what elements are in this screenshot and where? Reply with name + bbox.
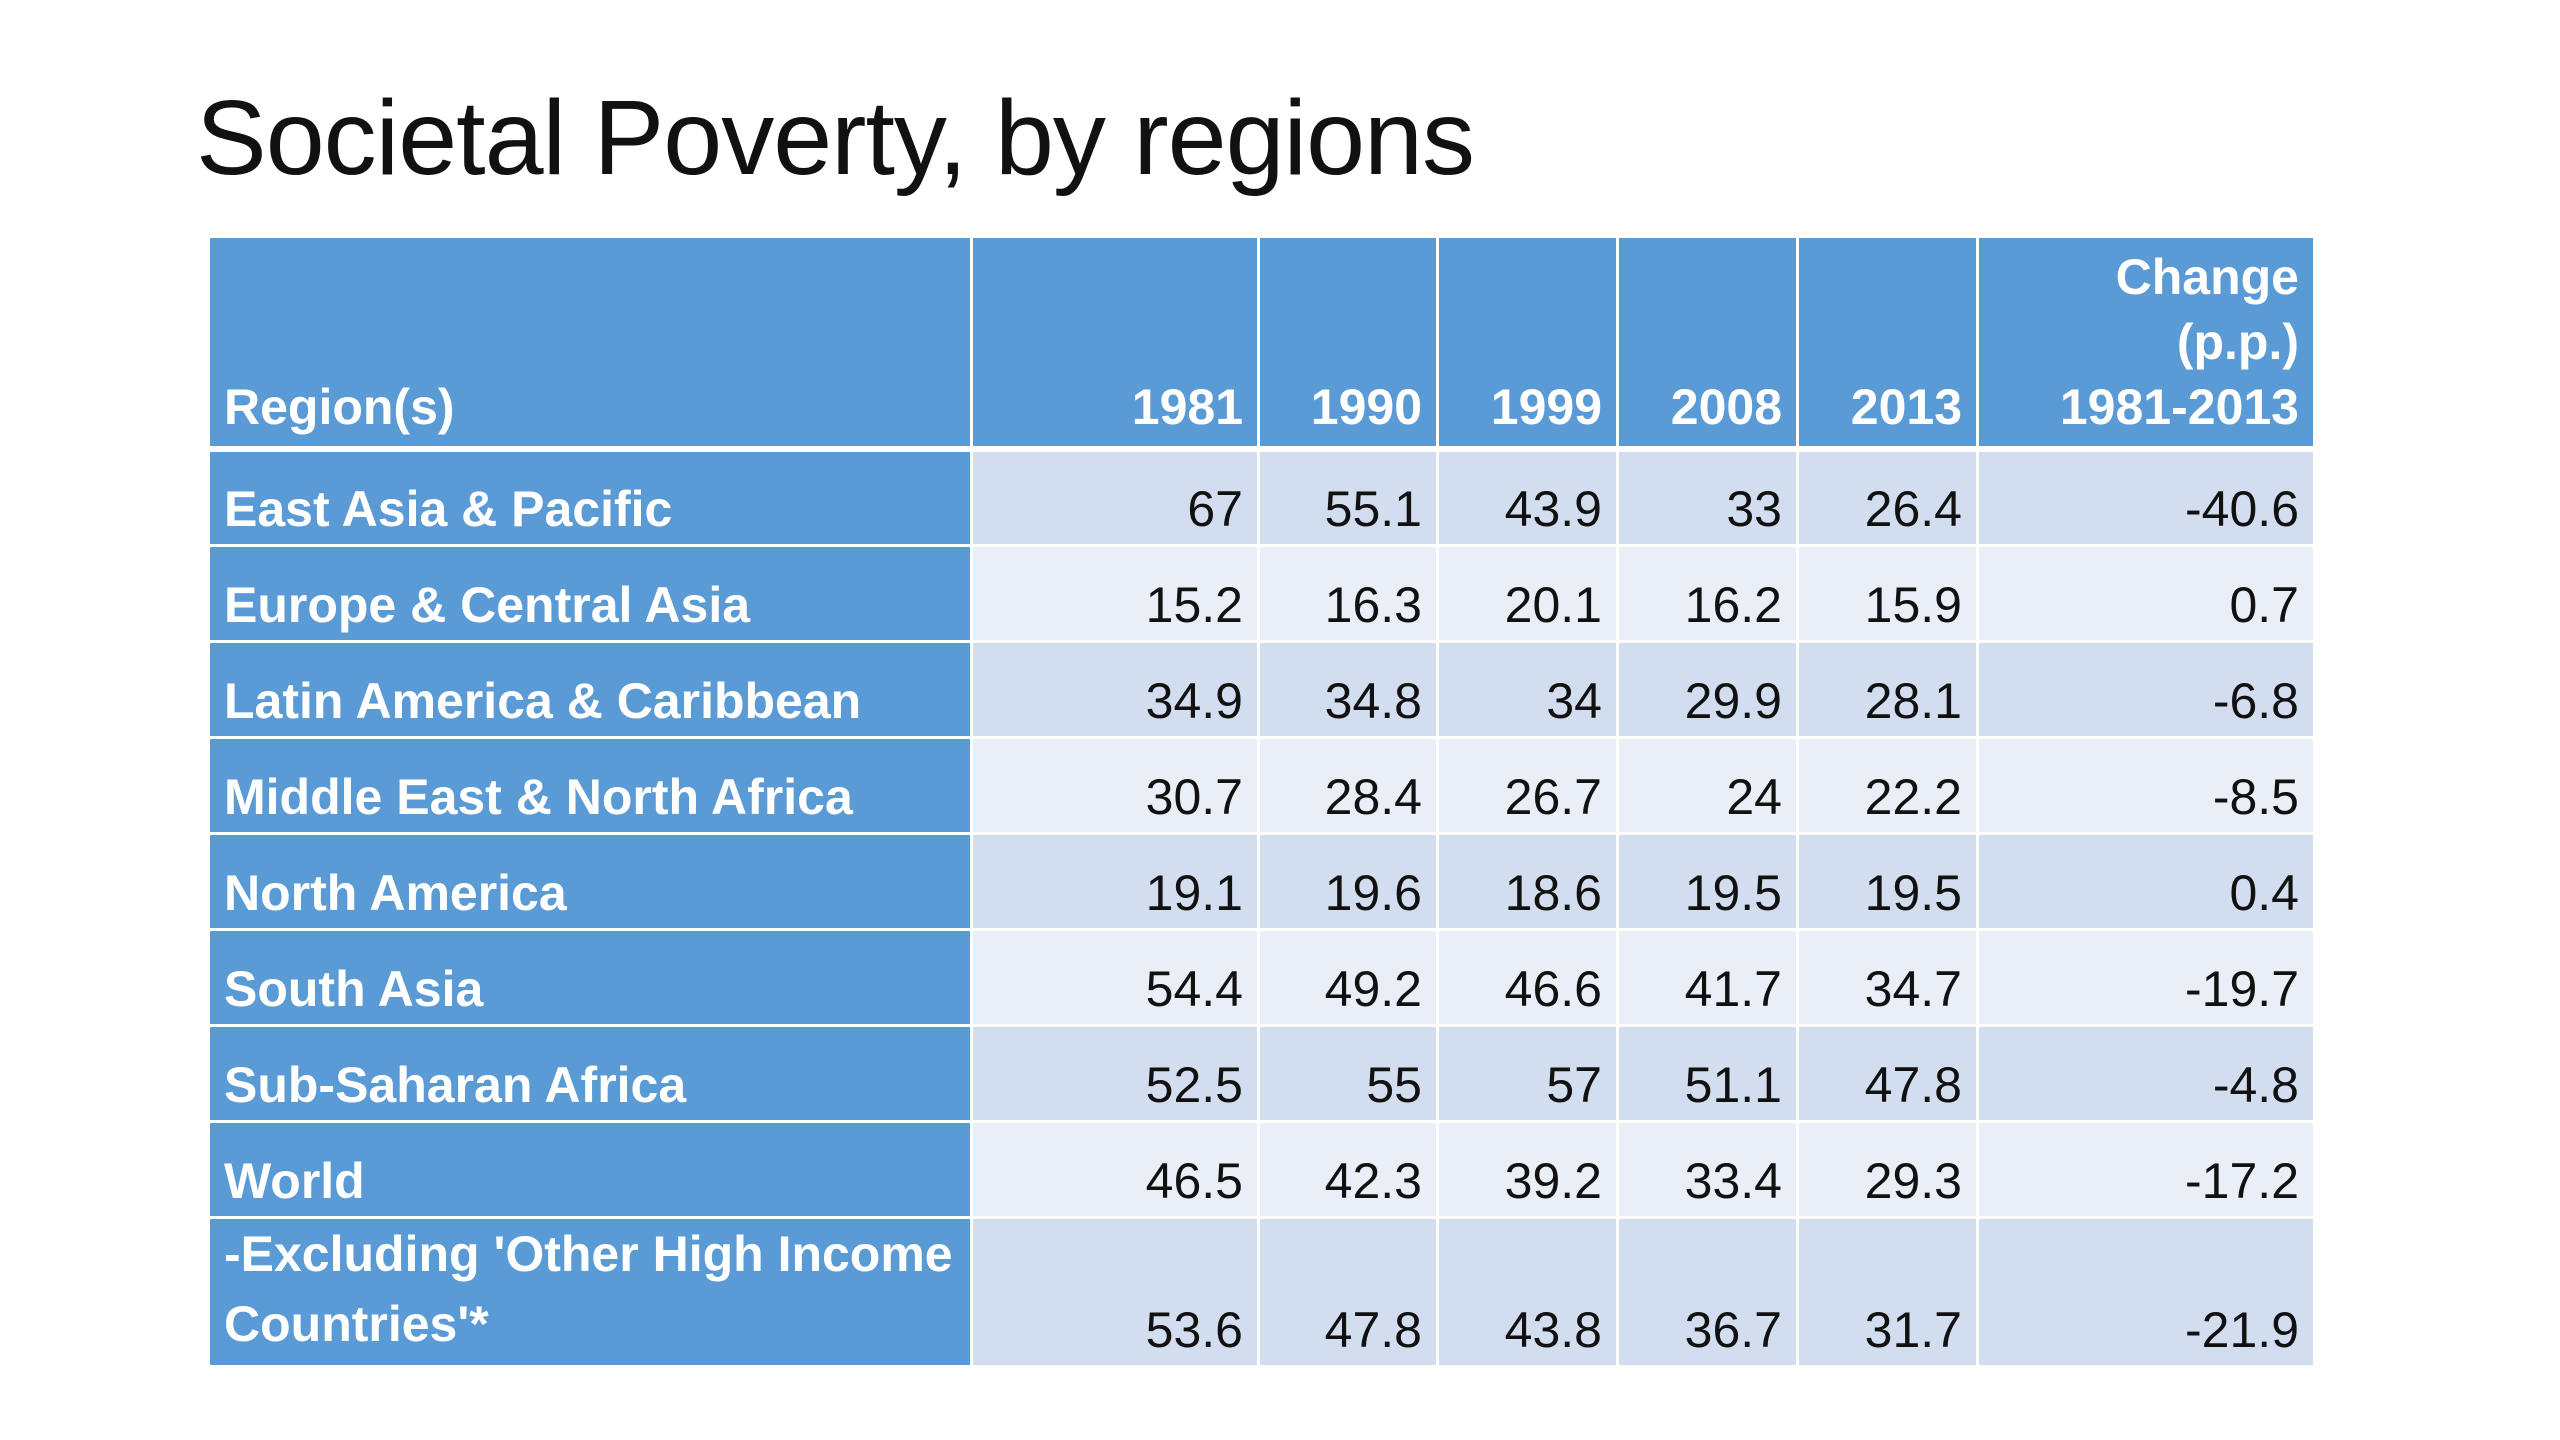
poverty-table: Region(s) 1981 1990 1999 2008 2013 Chang… [207,235,2316,1368]
value-cell: 20.1 [1436,543,1619,643]
region-cell: Europe & Central Asia [207,543,973,643]
value-cell: -4.8 [1976,1023,2316,1123]
value-cell: 19.5 [1796,831,1979,931]
value-cell: 26.7 [1436,735,1619,835]
value-cell: 28.4 [1257,735,1439,835]
value-cell: -17.2 [1976,1119,2316,1219]
value-cell: -19.7 [1976,927,2316,1027]
value-cell: 18.6 [1436,831,1619,931]
header-region: Region(s) [207,235,973,451]
table-row: -Excluding 'Other High Income Countries'… [207,1215,2316,1368]
region-cell: Latin America & Caribbean [207,639,973,739]
value-cell: 22.2 [1796,735,1979,835]
value-cell: 16.2 [1616,543,1799,643]
value-cell: 42.3 [1257,1119,1439,1219]
value-cell: 67 [970,447,1260,547]
value-cell: 16.3 [1257,543,1439,643]
value-cell: 15.2 [970,543,1260,643]
header-change: Change (p.p.) 1981-2013 [1976,235,2316,451]
value-cell: 24 [1616,735,1799,835]
table-row: South Asia 54.4 49.2 46.6 41.7 34.7 -19.7 [207,927,2316,1027]
slide-title: Societal Poverty, by regions [196,79,1475,197]
value-cell: 19.1 [970,831,1260,931]
value-cell: 52.5 [970,1023,1260,1123]
value-cell: -6.8 [1976,639,2316,739]
value-cell: 28.1 [1796,639,1979,739]
header-change-line: (p.p.) [2176,314,2299,370]
value-cell: 46.5 [970,1119,1260,1219]
value-cell: 19.5 [1616,831,1799,931]
value-cell: -40.6 [1976,447,2316,547]
table-row: Middle East & North Africa 30.7 28.4 26.7 24… [207,735,2316,835]
value-cell: 57 [1436,1023,1619,1123]
region-cell: North America [207,831,973,931]
header-change-line: 1981-2013 [2059,379,2299,435]
value-cell: 55 [1257,1023,1439,1123]
table-row: Europe & Central Asia 15.2 16.3 20.1 16.2 15.… [207,543,2316,643]
value-cell: 30.7 [970,735,1260,835]
value-cell: 36.7 [1616,1215,1799,1368]
region-cell: -Excluding 'Other High Income Countries'… [207,1215,973,1368]
value-cell: 43.8 [1436,1215,1619,1368]
region-cell: East Asia & Pacific [207,447,973,547]
header-row: Region(s) 1981 1990 1999 2008 2013 Chang… [207,235,2316,451]
value-cell: 19.6 [1257,831,1439,931]
value-cell: 34 [1436,639,1619,739]
value-cell: 39.2 [1436,1119,1619,1219]
value-cell: 55.1 [1257,447,1439,547]
value-cell: 43.9 [1436,447,1619,547]
value-cell: 31.7 [1796,1215,1979,1368]
header-2008: 2008 [1616,235,1799,451]
value-cell: 47.8 [1796,1023,1979,1123]
value-cell: 15.9 [1796,543,1979,643]
value-cell: -21.9 [1976,1215,2316,1368]
header-1999: 1999 [1436,235,1619,451]
header-1981: 1981 [970,235,1260,451]
table-row: North America 19.1 19.6 18.6 19.5 19.5 0.4 [207,831,2316,931]
region-cell: Middle East & North Africa [207,735,973,835]
header-2013: 2013 [1796,235,1979,451]
value-cell: 34.7 [1796,927,1979,1027]
value-cell: 46.6 [1436,927,1619,1027]
value-cell: 29.9 [1616,639,1799,739]
table-row: East Asia & Pacific 67 55.1 43.9 33 26.4 -40.6 [207,447,2316,547]
value-cell: 26.4 [1796,447,1979,547]
table-row: Sub-Saharan Africa 52.5 55 57 51.1 47.8 -4.8 [207,1023,2316,1123]
value-cell: 54.4 [970,927,1260,1027]
region-cell: World [207,1119,973,1219]
value-cell: 34.9 [970,639,1260,739]
value-cell: -8.5 [1976,735,2316,835]
value-cell: 0.4 [1976,831,2316,931]
value-cell: 53.6 [970,1215,1260,1368]
region-cell: Sub-Saharan Africa [207,1023,973,1123]
value-cell: 47.8 [1257,1215,1439,1368]
region-cell: South Asia [207,927,973,1027]
value-cell: 33.4 [1616,1119,1799,1219]
value-cell: 34.8 [1257,639,1439,739]
header-1990: 1990 [1257,235,1439,451]
value-cell: 0.7 [1976,543,2316,643]
value-cell: 41.7 [1616,927,1799,1027]
value-cell: 33 [1616,447,1799,547]
table-row: World 46.5 42.3 39.2 33.4 29.3 -17.2 [207,1119,2316,1219]
value-cell: 29.3 [1796,1119,1979,1219]
value-cell: 51.1 [1616,1023,1799,1123]
table-row: Latin America & Caribbean 34.9 34.8 34 29.9 2… [207,639,2316,739]
value-cell: 49.2 [1257,927,1439,1027]
header-change-line: Change [2115,249,2299,305]
